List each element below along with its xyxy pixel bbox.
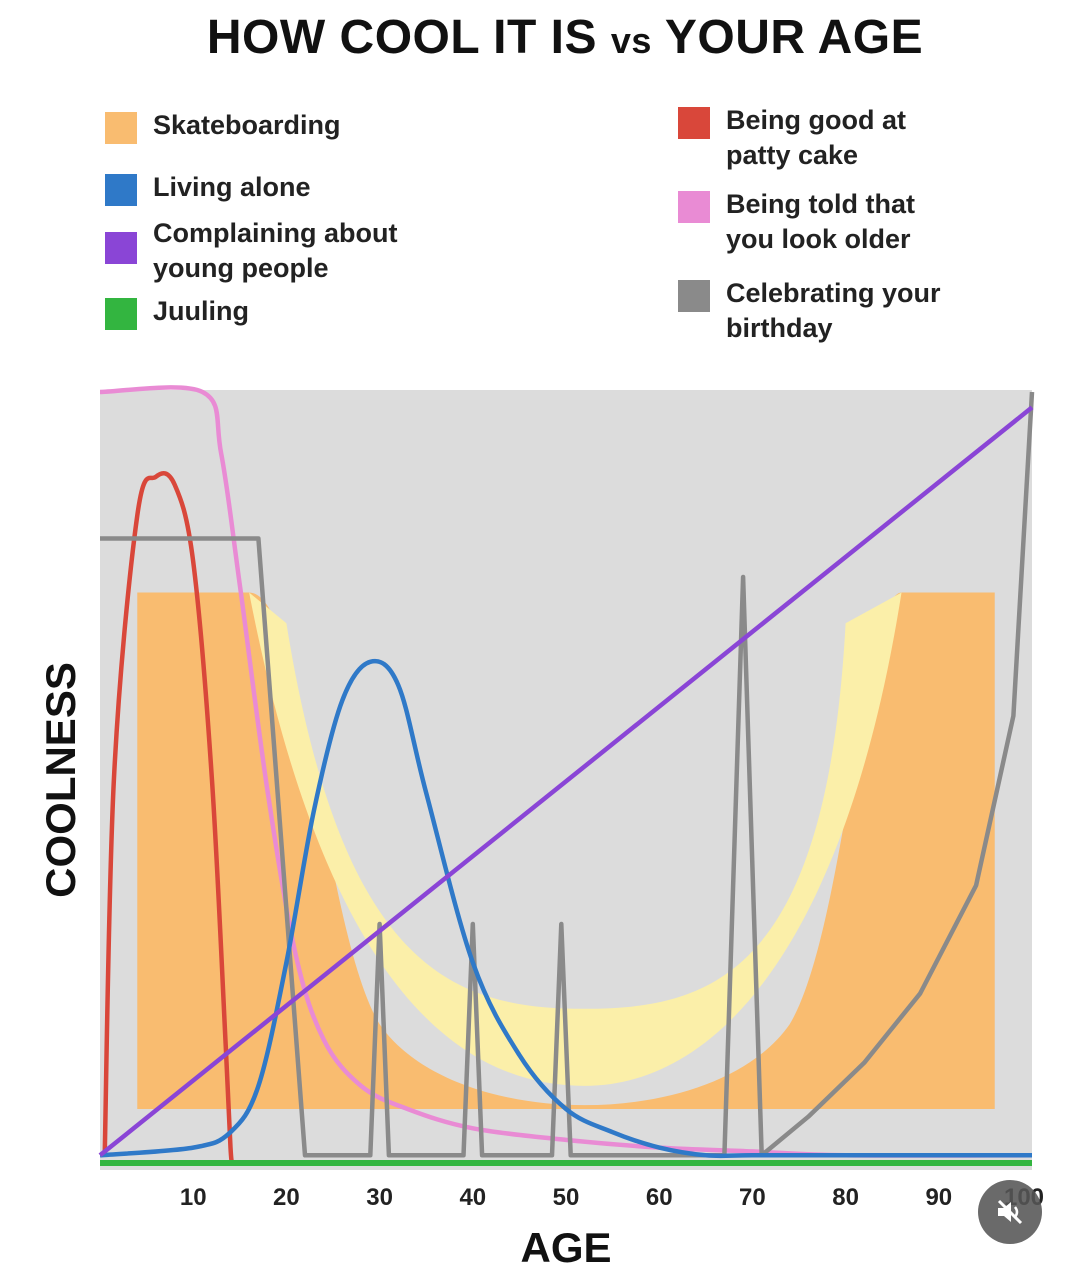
series-skateboarding bbox=[137, 592, 995, 1110]
legend-swatch bbox=[105, 232, 137, 264]
legend-label: Celebrating your birthday bbox=[726, 278, 941, 343]
title-vs: vs bbox=[610, 20, 652, 61]
series-layer bbox=[98, 385, 1035, 1166]
x-tick-label: 50 bbox=[553, 1184, 580, 1211]
x-tick-label: 90 bbox=[925, 1184, 952, 1211]
legend-swatch bbox=[678, 191, 710, 223]
title-main: HOW COOL IT IS bbox=[206, 11, 597, 64]
legend-item-skateboarding: Skateboarding bbox=[105, 108, 341, 144]
x-tick-label: 80 bbox=[832, 1184, 859, 1211]
speaker-muted-icon bbox=[997, 1199, 1023, 1225]
chart-title: HOW COOL IT IS vs YOUR AGE bbox=[0, 10, 1080, 65]
legend-label: Juuling bbox=[153, 296, 249, 326]
legend-label: Being good at patty cake bbox=[726, 105, 906, 170]
legend-item-told-older: Being told that you look older bbox=[678, 187, 915, 257]
x-tick-label: 10 bbox=[180, 1184, 207, 1211]
legend-item-complaining: Complaining about young people bbox=[105, 216, 397, 286]
series-birthday bbox=[100, 391, 1035, 1158]
x-tick-label: 20 bbox=[273, 1184, 300, 1211]
skate-zone-band bbox=[249, 592, 902, 1086]
x-tick-label: 30 bbox=[366, 1184, 393, 1211]
mute-button[interactable] bbox=[978, 1180, 1042, 1244]
legend-item-patty-cake: Being good at patty cake bbox=[678, 103, 906, 173]
legend-swatch bbox=[678, 280, 710, 312]
legend-item-living-alone: Living alone bbox=[105, 170, 311, 206]
series-told-older bbox=[99, 385, 1033, 1158]
x-tick-label: 70 bbox=[739, 1184, 766, 1211]
legend-label: Skateboarding bbox=[153, 110, 341, 140]
x-tick-label: 40 bbox=[459, 1184, 486, 1211]
legend-label: Being told that you look older bbox=[726, 189, 915, 254]
y-axis-label: COOLNESS bbox=[37, 662, 84, 898]
series-complaining bbox=[98, 405, 1034, 1158]
legend-item-juuling: Juuling bbox=[105, 294, 249, 330]
x-tick-label: 60 bbox=[646, 1184, 673, 1211]
legend-swatch bbox=[105, 298, 137, 330]
series-patty-cake bbox=[102, 471, 235, 1164]
legend-item-birthday: Celebrating your birthday bbox=[678, 276, 941, 346]
legend-label: Complaining about young people bbox=[153, 218, 398, 283]
legend-label: Living alone bbox=[153, 172, 311, 202]
legend-swatch bbox=[105, 112, 137, 144]
x-tick-labels: 102030405060708090100 bbox=[180, 1184, 1044, 1211]
legend-swatch bbox=[678, 107, 710, 139]
x-axis-label: AGE bbox=[520, 1224, 611, 1271]
title-end: YOUR AGE bbox=[664, 11, 924, 64]
series-living-alone bbox=[99, 658, 1032, 1159]
legend-swatch bbox=[105, 174, 137, 206]
